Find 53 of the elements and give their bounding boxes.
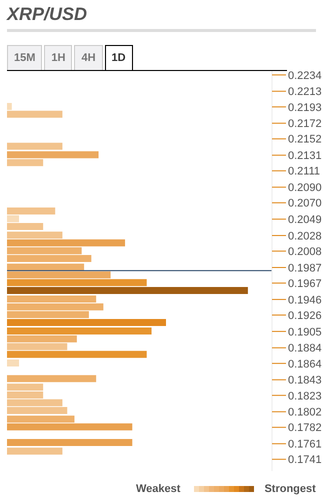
y-tick-label: 0.2213	[288, 86, 322, 98]
y-tick-label: 0.1741	[288, 454, 322, 466]
y-tick-label: 0.1884	[288, 342, 322, 355]
y-tick-label: 0.1946	[288, 294, 322, 306]
bar	[7, 335, 77, 342]
y-tick-label: 0.2111	[288, 166, 320, 178]
bar	[7, 439, 132, 446]
y-tick-label: 0.1864	[288, 358, 322, 370]
bar	[7, 318, 166, 326]
y-tick-label: 0.1926	[288, 310, 322, 322]
y-tick-label: 0.2008	[288, 246, 322, 258]
bar	[7, 328, 152, 335]
chart-title: XRP/USD	[7, 4, 88, 25]
bar	[7, 448, 62, 455]
y-tick-label: 0.2172	[288, 118, 322, 130]
y-tick-label: 0.2234	[288, 70, 322, 82]
text: 1D	[104, 45, 133, 70]
y-tick-label: 0.1802	[288, 406, 322, 419]
bar	[7, 416, 74, 423]
bar	[7, 207, 56, 214]
text: Strongest	[264, 483, 316, 495]
y-tick-label: 0.1761	[288, 438, 322, 451]
bar	[7, 142, 62, 150]
y-tick-label: 0.1782	[288, 422, 322, 434]
y-tick-label: 0.2152	[288, 134, 322, 146]
text: 4H	[74, 45, 103, 71]
y-tick-label: 0.2090	[288, 182, 322, 194]
bar	[7, 360, 20, 366]
y-tick-label: 0.1967	[288, 278, 322, 290]
bar	[7, 350, 147, 358]
y-tick-label: 0.2070	[288, 198, 322, 210]
y-tick-label: 0.1843	[288, 374, 322, 387]
y-tick-label: 0.2049	[288, 214, 322, 226]
bar	[7, 239, 126, 246]
y-tick-label: 0.1823	[288, 390, 322, 402]
text: 1H	[44, 45, 72, 71]
y-tick-label: 0.2193	[288, 102, 322, 114]
bar	[7, 343, 68, 350]
bar	[7, 102, 12, 110]
bar	[7, 423, 132, 430]
y-tick-label: 0.2028	[288, 230, 322, 242]
y-tick-label: 0.2131	[288, 150, 322, 162]
y-tick-label: 0.1987	[288, 262, 322, 274]
bar	[7, 375, 96, 382]
bar	[7, 159, 44, 166]
bar	[7, 110, 62, 118]
bar	[7, 279, 147, 286]
text: Weakest	[136, 483, 180, 495]
bar	[7, 286, 248, 294]
bar	[7, 215, 20, 222]
text: 15M	[7, 45, 42, 71]
y-tick-label: 0.1905	[288, 326, 322, 338]
bar	[7, 151, 99, 158]
